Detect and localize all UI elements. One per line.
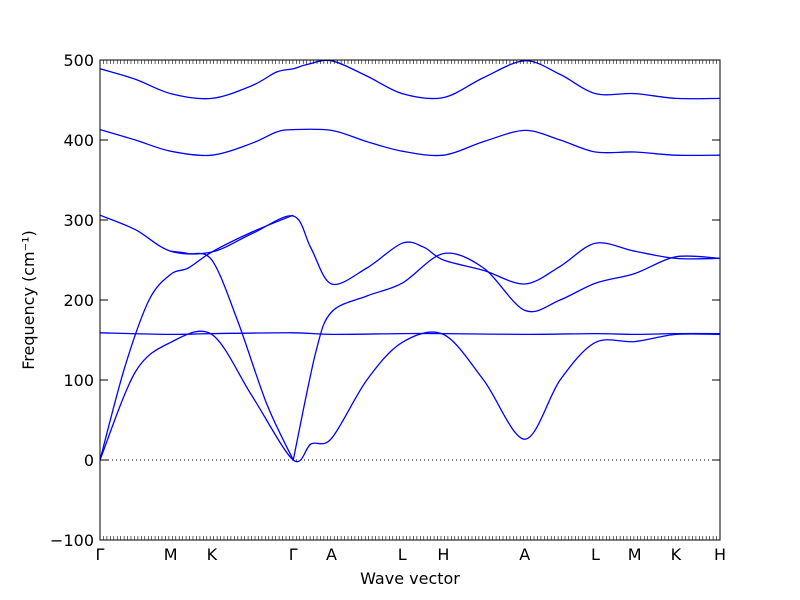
x-axis-title: Wave vector	[360, 569, 460, 588]
band-line-1	[100, 60, 720, 100]
y-axis: −100 0 100 200 300 400 500	[50, 51, 720, 550]
x-tick-label: L	[398, 545, 407, 564]
y-tick-label: 300	[63, 211, 94, 230]
x-tick-label: A	[519, 545, 530, 564]
plot-area	[100, 60, 720, 463]
x-tick-label: A	[326, 545, 337, 564]
x-tick-label: K	[671, 545, 682, 564]
x-tick-label: Γ	[289, 545, 298, 564]
x-tick-label: L	[591, 545, 600, 564]
band-line-6	[292, 252, 720, 461]
y-tick-label: −100	[50, 531, 94, 550]
y-tick-label: 0	[84, 451, 94, 470]
x-tick-label: M	[628, 545, 642, 564]
y-axis-title: Frequency (cm⁻¹)	[19, 230, 38, 369]
x-tick-label: M	[164, 545, 178, 564]
x-tick-label: H	[437, 545, 449, 564]
band-line-4	[100, 214, 294, 461]
band-line-8	[100, 330, 720, 463]
band-line-5	[170, 250, 294, 461]
x-tick-label: K	[207, 545, 218, 564]
y-tick-label: 500	[63, 51, 94, 70]
band-line-2	[100, 128, 720, 157]
y-tick-label: 400	[63, 131, 94, 150]
y-tick-label: 200	[63, 291, 94, 310]
y-tick-label: 100	[63, 371, 94, 390]
x-tick-label: Γ	[96, 545, 105, 564]
x-tick-label: H	[714, 545, 726, 564]
